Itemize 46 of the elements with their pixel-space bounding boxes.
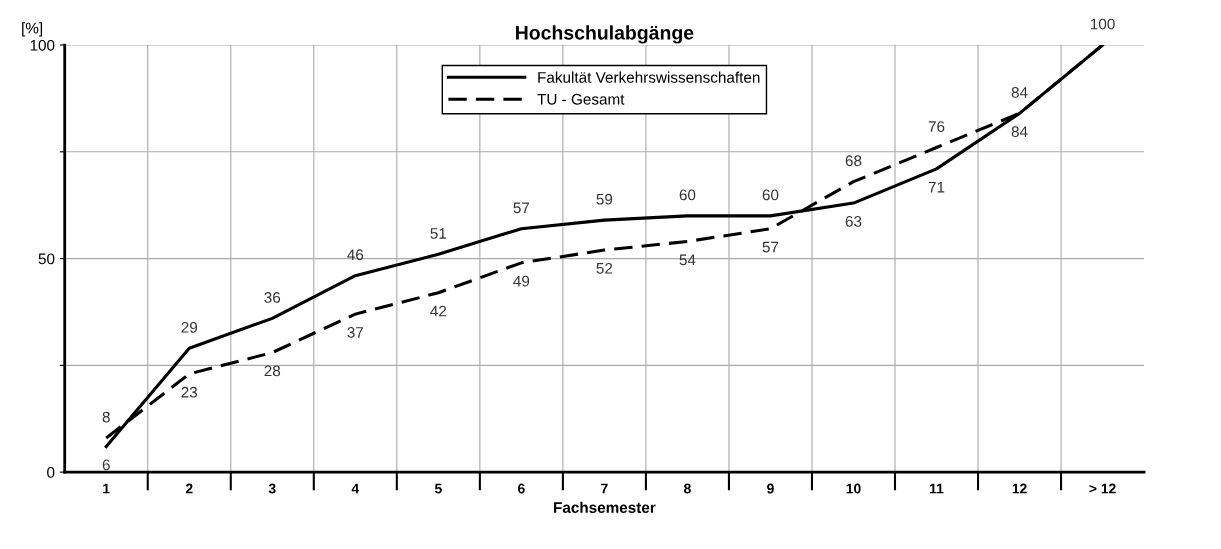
x-tick-label: 11 xyxy=(930,483,944,494)
data-label: 57 xyxy=(513,202,530,214)
data-label: 84 xyxy=(1011,126,1028,138)
data-label: 84 xyxy=(1011,87,1028,98)
data-label: 60 xyxy=(679,189,696,201)
legend-label: TU - Gesamt xyxy=(537,93,625,105)
data-label: 46 xyxy=(347,249,364,261)
y-axis-title: [%] xyxy=(22,22,43,37)
data-label: 52 xyxy=(596,262,613,274)
data-label: 60 xyxy=(762,189,779,201)
x-tick-label: 4 xyxy=(351,483,360,494)
data-label: 57 xyxy=(762,241,779,253)
data-label: 6 xyxy=(102,459,110,471)
data-label: 76 xyxy=(928,121,945,133)
data-label: 71 xyxy=(928,181,945,193)
data-label: 23 xyxy=(181,386,198,398)
x-tick-label: 8 xyxy=(684,483,691,494)
x-tick-label: 1 xyxy=(103,483,110,494)
chart-title: Hochschulabgänge xyxy=(516,25,694,44)
y-tick-label: 0 xyxy=(47,467,55,478)
x-axis-title: Fachsemester xyxy=(554,501,656,513)
x-tick-label: 3 xyxy=(268,483,276,494)
data-label: 59 xyxy=(596,193,613,205)
x-tick-label: 7 xyxy=(601,483,608,494)
x-tick-label: > 12 xyxy=(1089,483,1116,494)
data-label: 54 xyxy=(679,254,696,266)
x-tick-label: 6 xyxy=(518,483,525,494)
y-tick-label: 100 xyxy=(30,39,55,51)
data-label: 37 xyxy=(347,327,364,338)
data-label: 28 xyxy=(264,365,281,377)
data-label: 51 xyxy=(430,228,447,239)
x-tick-label: 12 xyxy=(1012,483,1027,494)
data-label: 49 xyxy=(513,275,530,287)
x-tick-label: 2 xyxy=(185,483,193,494)
x-tick-label: 10 xyxy=(846,483,861,494)
data-label: 29 xyxy=(181,321,198,333)
data-label: 100 xyxy=(1090,18,1115,30)
data-label: 42 xyxy=(430,305,447,317)
data-label: 68 xyxy=(845,155,862,167)
legend-label: Fakultät Verkehrswissenschaften xyxy=(538,71,760,83)
y-tick-label: 50 xyxy=(38,253,55,265)
data-label: 8 xyxy=(102,411,110,423)
data-label: 63 xyxy=(845,215,862,227)
x-tick-label: 9 xyxy=(767,483,774,494)
x-tick-label: 5 xyxy=(434,483,442,494)
data-label: 36 xyxy=(264,292,281,303)
